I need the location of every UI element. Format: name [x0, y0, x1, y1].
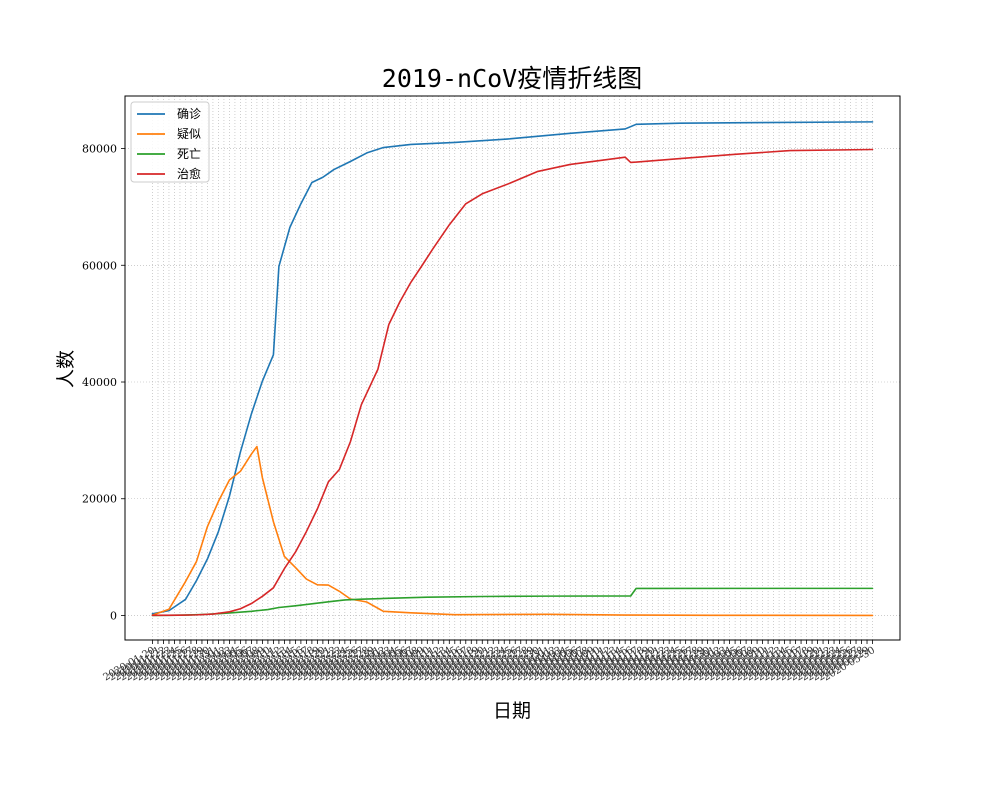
y-ticks: 0 20000 40000 60000 80000: [82, 143, 125, 622]
x-axis-label: 日期: [493, 700, 531, 722]
series-layer: [151, 121, 874, 617]
legend-label: 确诊: [177, 107, 201, 121]
y-tick-label: 0: [110, 609, 117, 622]
series-line-0: [151, 121, 874, 615]
x-ticks: [152, 640, 873, 644]
legend-label: 治愈: [177, 166, 201, 181]
y-tick-label: 20000: [82, 493, 117, 506]
plot-frame: [124, 95, 901, 641]
x-tick-labels: 2020-01-202020-01-212020-01-222020-01-23…: [102, 645, 877, 683]
legend-label: 死亡: [177, 147, 201, 161]
legend-box: [130, 101, 210, 183]
y-tick-label: 80000: [82, 143, 117, 156]
legend-label: 疑似: [177, 126, 201, 141]
series-line-1: [151, 445, 874, 617]
plot-area: [125, 96, 900, 640]
y-tick-label: 40000: [82, 376, 117, 389]
x-grid: [152, 96, 873, 640]
y-tick-label: 60000: [82, 259, 117, 272]
chart-title: 2019-nCoV疫情折线图: [382, 64, 642, 93]
series-line-3: [151, 148, 874, 617]
y-axis-label: 人数: [55, 350, 77, 388]
